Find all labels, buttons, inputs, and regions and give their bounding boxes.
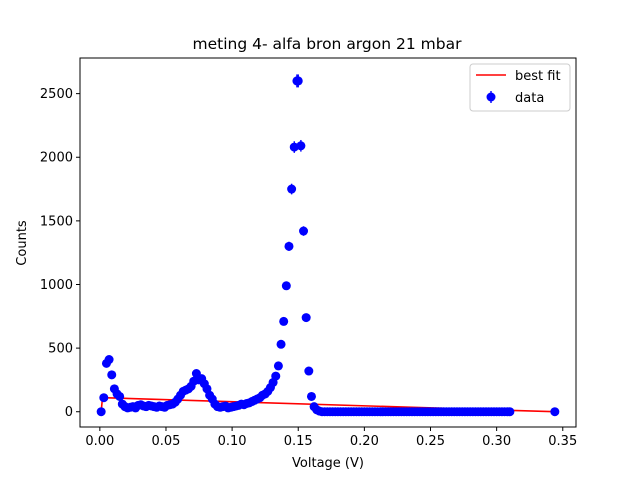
x-axis-ticks: 0.00 0.05 0.10 0.15 0.20 0.25 0.30 0.35 xyxy=(85,427,577,449)
data-point xyxy=(293,76,303,86)
data-point xyxy=(296,141,306,151)
data-point xyxy=(301,313,311,323)
data-point xyxy=(276,339,286,349)
y-tick-label: 500 xyxy=(48,342,73,357)
legend-data-label: data xyxy=(515,91,544,106)
x-tick-label: 0.25 xyxy=(416,434,445,449)
data-point xyxy=(99,393,109,403)
data-point xyxy=(505,407,515,417)
data-point xyxy=(550,407,560,417)
legend-fit-label: best fit xyxy=(515,69,561,84)
data-point xyxy=(271,371,281,381)
data-point xyxy=(115,391,125,401)
chart-title: meting 4- alfa bron argon 21 mbar xyxy=(193,35,463,53)
data-point xyxy=(287,184,297,194)
data-layer xyxy=(96,74,560,417)
data-point xyxy=(299,226,309,236)
x-tick-label: 0.10 xyxy=(218,434,247,449)
y-tick-label: 2000 xyxy=(40,151,73,166)
legend: best fit data xyxy=(469,63,571,112)
x-tick-label: 0.00 xyxy=(85,434,114,449)
x-tick-label: 0.15 xyxy=(284,434,313,449)
data-point xyxy=(104,355,114,365)
data-point xyxy=(107,370,117,380)
data-point xyxy=(304,366,314,376)
data-point xyxy=(279,316,289,326)
data-point xyxy=(273,361,283,371)
y-axis-label: Counts xyxy=(15,220,30,266)
data-point xyxy=(96,407,106,417)
plot-border xyxy=(79,57,577,428)
x-tick-label: 0.30 xyxy=(482,434,511,449)
x-tick-label: 0.35 xyxy=(548,434,577,449)
y-axis-ticks: 0 500 1000 1500 2000 2500 xyxy=(40,87,80,420)
data-point xyxy=(281,281,291,291)
y-tick-label: 1500 xyxy=(40,214,73,229)
plot-area xyxy=(80,58,576,427)
y-tick-label: 2500 xyxy=(40,87,73,102)
y-tick-label: 0 xyxy=(65,405,73,420)
legend-data-swatch xyxy=(486,92,496,102)
y-tick-label: 1000 xyxy=(40,278,73,293)
x-tick-label: 0.05 xyxy=(151,434,180,449)
data-point xyxy=(306,391,316,401)
x-axis-label: Voltage (V) xyxy=(292,456,364,471)
x-tick-label: 0.20 xyxy=(350,434,379,449)
data-point xyxy=(284,241,294,251)
